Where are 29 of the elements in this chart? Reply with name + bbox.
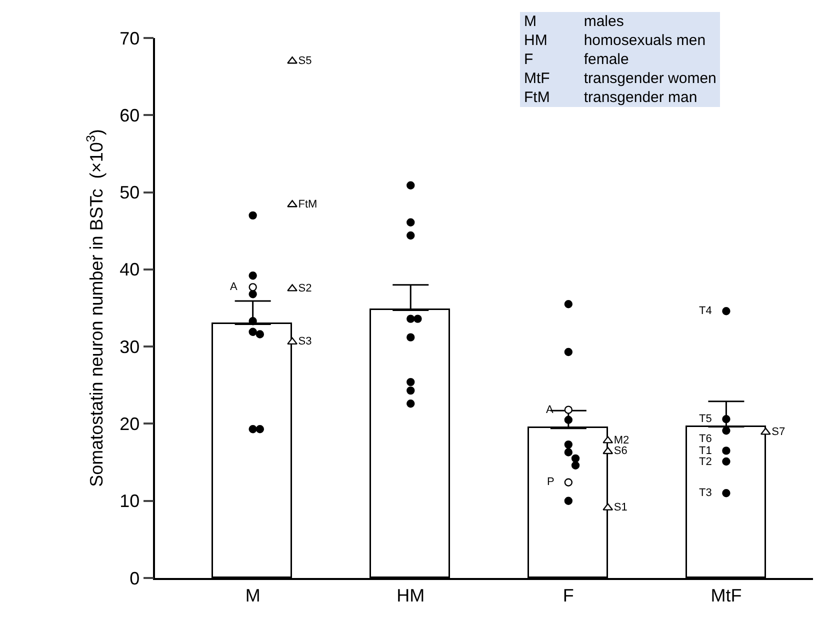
data-label: S7 [772, 426, 786, 438]
data-label: FtM [298, 198, 318, 210]
data-label: S5 [298, 54, 312, 67]
x-tick-label: HM [396, 585, 425, 606]
y-tick-label: 0 [130, 568, 140, 588]
y-tick-label: 10 [120, 491, 140, 512]
annotation: A [230, 281, 238, 293]
x-tick-label: F [562, 585, 574, 606]
annotation: T4 [699, 305, 712, 317]
data-label: S2 [298, 282, 312, 294]
annotation: T3 [699, 487, 712, 499]
data-label: S3 [298, 336, 312, 348]
annotation: T6 [699, 433, 712, 445]
y-tick-label: 60 [120, 105, 140, 126]
annotation: T2 [699, 456, 712, 468]
y-tick-label: 30 [120, 336, 140, 357]
abbreviation-key: M males HM homosexuals men F female MtF transgender women FtM transgender man [520, 12, 720, 107]
y-tick-label: 40 [120, 260, 140, 280]
x-tick-label: MtF [710, 585, 742, 606]
data-label: S6 [614, 445, 628, 458]
data-label: M2 [614, 434, 630, 446]
annotation: T5 [699, 413, 712, 425]
annotation: P [547, 476, 554, 488]
y-tick-label: 70 [120, 28, 140, 48]
annotation: T1 [699, 445, 712, 457]
data-label: S1 [614, 502, 628, 514]
x-tick-label: M [245, 585, 260, 606]
y-tick-label: 50 [120, 182, 140, 203]
y-tick-label: 20 [120, 414, 140, 434]
